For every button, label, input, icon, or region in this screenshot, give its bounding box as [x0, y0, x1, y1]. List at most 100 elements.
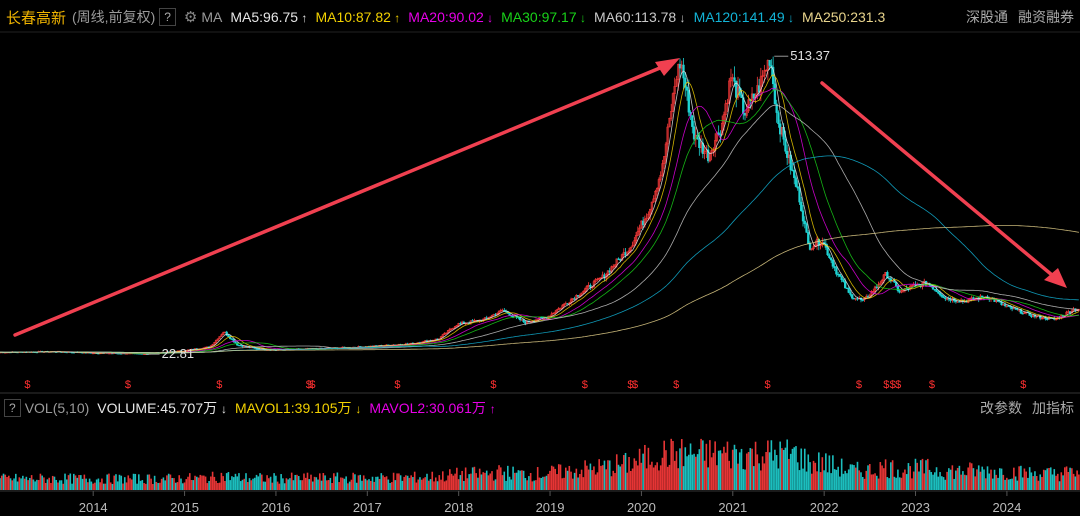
volume-bar: [348, 481, 351, 490]
volume-bar: [255, 474, 258, 490]
volume-bar: [1020, 465, 1022, 490]
dividend-marker[interactable]: $: [764, 379, 770, 391]
volume-bar: [433, 481, 435, 490]
volume-bar: [909, 466, 911, 490]
dividend-marker[interactable]: $: [895, 379, 901, 391]
candle-body: [578, 294, 582, 297]
gear-icon[interactable]: ⚙: [183, 9, 198, 26]
candle-body: [940, 294, 943, 297]
volume-bar: [631, 468, 634, 490]
candle-body: [448, 328, 451, 331]
volume-bar: [80, 475, 82, 490]
volume-link-1[interactable]: 加指标: [1032, 400, 1074, 416]
volume-bar: [398, 473, 400, 490]
header-link-1[interactable]: 融资融券: [1018, 9, 1074, 25]
dividend-marker[interactable]: $: [306, 379, 312, 391]
candle-body: [559, 308, 562, 310]
volume-bar: [457, 479, 460, 490]
volume-bar: [712, 452, 715, 490]
volume-bar: [522, 470, 525, 490]
volume-bar: [343, 478, 346, 490]
header-link-0[interactable]: 深股通: [966, 9, 1008, 25]
volume-bar: [1025, 471, 1027, 490]
volume-bar: [965, 475, 968, 490]
volume-bar: [900, 477, 903, 490]
candle-body: [612, 266, 615, 268]
help-button[interactable]: ?: [159, 8, 176, 26]
dividend-marker[interactable]: $: [673, 379, 679, 391]
volume-bar: [726, 441, 729, 490]
candle-body: [847, 288, 850, 293]
dividend-marker[interactable]: $: [929, 379, 935, 391]
volume-bar: [431, 471, 434, 490]
volume-bar: [738, 452, 741, 490]
volume-bar: [331, 482, 333, 490]
volume-bar: [485, 470, 488, 490]
volume-bar: [745, 453, 748, 490]
volume-bar: [868, 464, 871, 490]
candle-body: [585, 285, 589, 290]
dividend-marker[interactable]: $: [24, 379, 30, 391]
dividend-marker[interactable]: $: [582, 379, 588, 391]
volume-bar: [22, 475, 24, 490]
candle-body: [851, 294, 854, 299]
volume-bar: [930, 472, 933, 490]
volume-bar: [292, 480, 295, 490]
volume-bar: [1062, 475, 1064, 490]
volume-help-button[interactable]: ?: [4, 399, 21, 417]
dividend-marker[interactable]: $: [125, 379, 131, 391]
volume-bar: [700, 438, 702, 490]
candle-body: [631, 245, 634, 248]
volume-bar: [173, 478, 175, 490]
candle-body: [671, 93, 675, 112]
volume-bar: [579, 474, 581, 490]
dividend-marker[interactable]: $: [394, 379, 400, 391]
volume-bar: [287, 479, 289, 490]
candle-body: [692, 126, 696, 140]
volume-bar: [853, 465, 855, 490]
volume-bar: [429, 479, 432, 490]
volume-bar: [57, 482, 59, 490]
dividend-marker[interactable]: $: [632, 379, 638, 391]
ma-value-4: MA60:113.78 ↓: [593, 9, 686, 25]
dividend-marker[interactable]: $: [890, 379, 896, 391]
candle-body: [455, 324, 459, 327]
x-tick-label: 2022: [810, 500, 839, 515]
volume-bar: [285, 478, 288, 490]
volume-bar: [252, 478, 254, 490]
volume-bar: [932, 474, 934, 490]
volume-bar: [60, 480, 63, 490]
candle-body: [497, 310, 501, 314]
volume-bar: [78, 475, 80, 490]
candle-body: [663, 156, 666, 164]
volume-bar: [461, 470, 463, 490]
dividend-marker[interactable]: $: [490, 379, 496, 391]
volume-bar: [234, 473, 237, 490]
dividend-marker[interactable]: $: [856, 379, 862, 391]
volume-bar: [427, 480, 430, 490]
volume-bar: [719, 450, 722, 490]
volume-bar: [958, 465, 961, 490]
candle-body: [840, 276, 843, 281]
volume-bar: [584, 460, 586, 490]
volume-bar: [837, 466, 839, 490]
dividend-marker[interactable]: $: [627, 379, 633, 391]
volume-bar: [329, 477, 332, 490]
volume-bar: [872, 474, 875, 490]
volume-bar: [531, 481, 534, 490]
dividend-marker[interactable]: $: [216, 379, 222, 391]
volume-bar: [322, 473, 325, 490]
dividend-marker[interactable]: $: [883, 379, 889, 391]
candle-body: [768, 60, 771, 66]
volume-bar: [371, 476, 374, 490]
volume-bar: [914, 458, 917, 490]
candle-body: [661, 163, 664, 176]
volume-bar: [951, 465, 954, 490]
candle-body: [773, 83, 777, 105]
dividend-marker[interactable]: $: [1020, 379, 1026, 391]
volume-link-0[interactable]: 改参数: [980, 400, 1022, 416]
volume-bar: [786, 439, 788, 490]
candle-body: [670, 111, 673, 119]
candle-body: [796, 186, 799, 189]
dividend-marker[interactable]: $: [309, 379, 315, 391]
